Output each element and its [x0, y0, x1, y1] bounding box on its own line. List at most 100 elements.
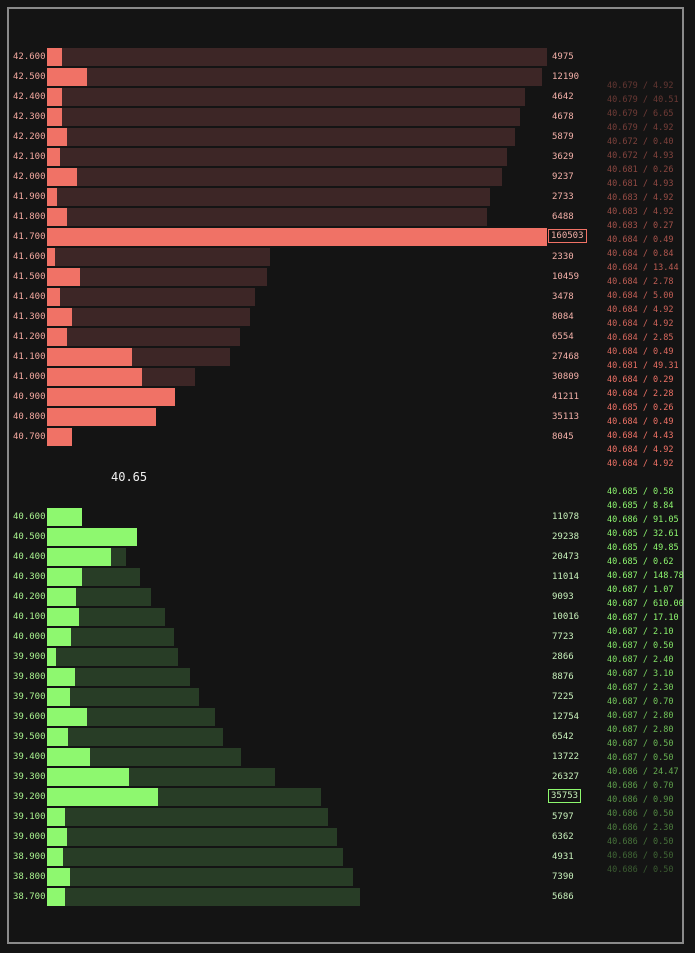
bid-size-bar [47, 548, 111, 566]
ask-level-row[interactable]: 41.700 160503 [0, 227, 600, 247]
ask-level-row[interactable]: 40.800 35113 [0, 407, 600, 427]
bid-level-row[interactable]: 40.100 10016 [0, 607, 600, 627]
bid-price: 40.400 [13, 552, 46, 562]
ask-level-row[interactable]: 42.300 4678 [0, 107, 600, 127]
bid-quantity: 7225 [552, 692, 574, 702]
bid-level-row[interactable]: 39.600 12754 [0, 707, 600, 727]
ask-price: 41.500 [13, 272, 46, 282]
bid-level-row[interactable]: 38.800 7390 [0, 867, 600, 887]
bid-level-row[interactable]: 40.400 20473 [0, 547, 600, 567]
bid-size-bar [47, 808, 65, 826]
bid-size-bar [47, 608, 79, 626]
trade-sell-entry: 40.681 / 49.31 [607, 361, 679, 371]
ask-level-row[interactable]: 40.900 41211 [0, 387, 600, 407]
bid-price: 40.300 [13, 572, 46, 582]
ask-quantity: 4642 [552, 92, 574, 102]
ask-level-row[interactable]: 41.000 30809 [0, 367, 600, 387]
ask-price: 41.800 [13, 212, 46, 222]
bid-level-row[interactable]: 40.600 11078 [0, 507, 600, 527]
ask-price: 41.000 [13, 372, 46, 382]
bid-level-row[interactable]: 39.900 2866 [0, 647, 600, 667]
ask-size-bar [47, 408, 156, 426]
ask-size-bar [47, 208, 67, 226]
ask-level-row[interactable]: 41.900 2733 [0, 187, 600, 207]
bid-level-row[interactable]: 40.300 11014 [0, 567, 600, 587]
ask-cumulative-bar [47, 48, 547, 66]
bid-cumulative-bar [47, 648, 178, 666]
ask-size-bar [47, 328, 67, 346]
ask-size-bar [47, 48, 62, 66]
ask-price: 41.900 [13, 192, 46, 202]
mid-price: 40.65 [111, 470, 148, 484]
ask-level-row[interactable]: 41.500 10459 [0, 267, 600, 287]
bid-level-row[interactable]: 39.500 6542 [0, 727, 600, 747]
ask-size-bar [47, 108, 62, 126]
ask-size-bar [47, 268, 80, 286]
trade-buy-entry: 40.686 / 24.47 [607, 767, 679, 777]
bid-size-bar [47, 648, 56, 666]
ask-level-row[interactable]: 42.100 3629 [0, 147, 600, 167]
trade-buy-entry: 40.687 / 148.78 [607, 571, 684, 581]
bid-level-row[interactable]: 40.000 7723 [0, 627, 600, 647]
bid-cumulative-bar [47, 668, 190, 686]
bid-price: 38.800 [13, 872, 46, 882]
bid-cumulative-bar [47, 708, 215, 726]
trade-buy-entry: 40.687 / 2.80 [607, 711, 674, 721]
ask-level-row[interactable]: 40.700 8045 [0, 427, 600, 447]
ask-level-row[interactable]: 42.600 4975 [0, 47, 600, 67]
bid-price: 39.500 [13, 732, 46, 742]
bid-level-row[interactable]: 39.100 5797 [0, 807, 600, 827]
bid-size-bar [47, 508, 82, 526]
trade-buy-entry: 40.687 / 2.40 [607, 655, 674, 665]
ask-level-row[interactable]: 41.600 2330 [0, 247, 600, 267]
ask-level-row[interactable]: 41.200 6554 [0, 327, 600, 347]
bid-level-row[interactable]: 39.800 8876 [0, 667, 600, 687]
ask-price: 41.600 [13, 252, 46, 262]
ask-quantity: 3629 [552, 152, 574, 162]
bid-level-row[interactable]: 40.500 29238 [0, 527, 600, 547]
trade-sell-entry: 40.684 / 5.00 [607, 291, 674, 301]
bid-level-row[interactable]: 39.000 6362 [0, 827, 600, 847]
bid-level-row[interactable]: 39.200 35753 [0, 787, 600, 807]
trade-buy-entry: 40.686 / 91.05 [607, 515, 679, 525]
trade-sell-entry: 40.684 / 0.49 [607, 347, 674, 357]
bid-cumulative-bar [47, 628, 174, 646]
bid-quantity: 7723 [552, 632, 574, 642]
ask-quantity: 160503 [548, 229, 587, 243]
ask-level-row[interactable]: 42.000 9237 [0, 167, 600, 187]
bid-level-row[interactable]: 40.200 9093 [0, 587, 600, 607]
orderbook-frame [7, 7, 684, 944]
bid-price: 40.200 [13, 592, 46, 602]
ask-quantity: 9237 [552, 172, 574, 182]
bid-level-row[interactable]: 39.300 26327 [0, 767, 600, 787]
trade-sell-entry: 40.683 / 0.27 [607, 221, 674, 231]
ask-level-row[interactable]: 41.400 3478 [0, 287, 600, 307]
trade-sell-entry: 40.684 / 13.44 [607, 263, 679, 273]
ask-cumulative-bar [47, 148, 507, 166]
bid-level-row[interactable]: 39.700 7225 [0, 687, 600, 707]
trade-buy-entry: 40.685 / 49.85 [607, 543, 679, 553]
ask-price: 41.700 [13, 232, 46, 242]
ask-level-row[interactable]: 41.100 27468 [0, 347, 600, 367]
trade-buy-entry: 40.686 / 0.50 [607, 809, 674, 819]
ask-level-row[interactable]: 42.400 4642 [0, 87, 600, 107]
ask-level-row[interactable]: 41.300 8084 [0, 307, 600, 327]
ask-level-row[interactable]: 42.200 5879 [0, 127, 600, 147]
ask-size-bar [47, 228, 547, 246]
bid-level-row[interactable]: 38.900 4931 [0, 847, 600, 867]
bid-size-bar [47, 848, 63, 866]
bid-price: 40.600 [13, 512, 46, 522]
bid-quantity: 20473 [552, 552, 580, 562]
trade-buy-entry: 40.687 / 17.10 [607, 613, 679, 623]
ask-quantity: 12190 [552, 72, 580, 82]
trade-sell-entry: 40.684 / 2.28 [607, 389, 674, 399]
bid-level-row[interactable]: 39.400 13722 [0, 747, 600, 767]
trade-buy-entry: 40.685 / 0.58 [607, 487, 674, 497]
trade-sell-entry: 40.679 / 4.92 [607, 123, 674, 133]
ask-level-row[interactable]: 41.800 6488 [0, 207, 600, 227]
bid-price: 39.100 [13, 812, 46, 822]
ask-level-row[interactable]: 42.500 12190 [0, 67, 600, 87]
bid-level-row[interactable]: 38.700 5686 [0, 887, 600, 907]
bid-cumulative-bar [47, 688, 199, 706]
bid-price: 39.300 [13, 772, 46, 782]
